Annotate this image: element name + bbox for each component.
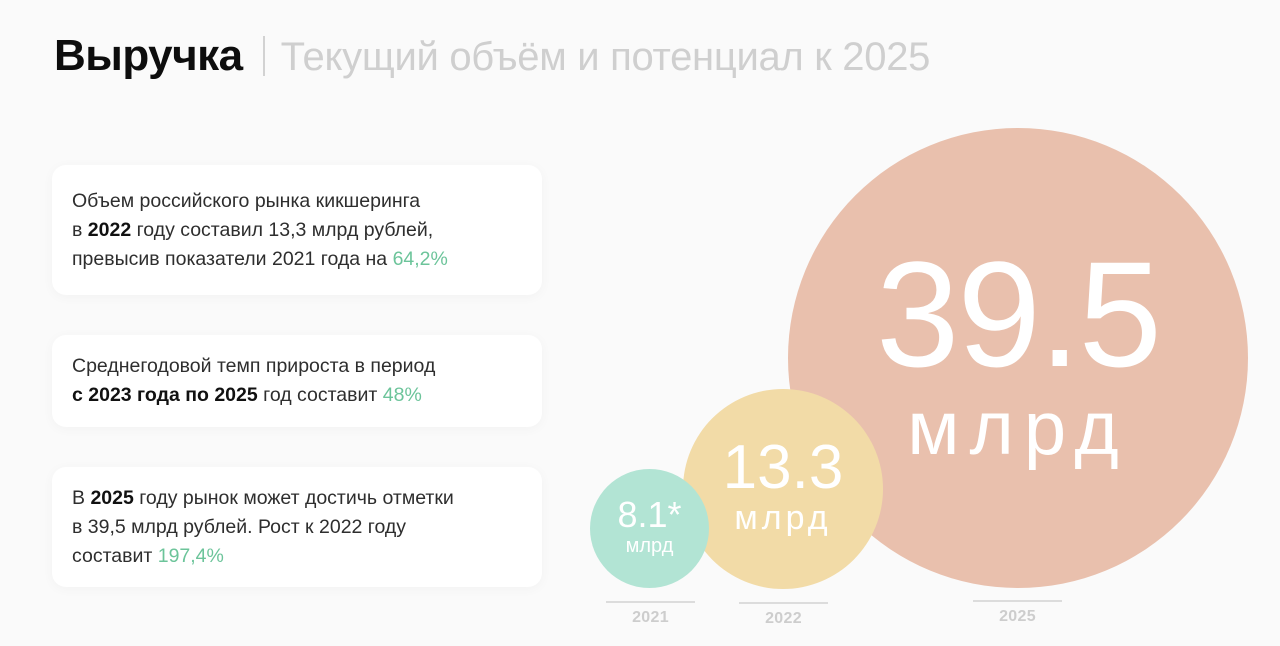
baseline-rule	[973, 600, 1062, 602]
page-subtitle: Текущий объём и потенциал к 2025	[280, 35, 931, 79]
card-text-fragment: году составил 13,3 млрд рублей,	[131, 218, 434, 241]
card-text: Среднегодовой темп прироста в период с 2…	[72, 352, 435, 410]
year-text: 2022	[765, 610, 802, 627]
card-bold-period: с 2023 года по 2025	[72, 384, 258, 406]
growth-percent: 64,2%	[392, 247, 448, 270]
bubble-unit: млрд	[907, 386, 1129, 471]
card-text-fragment: в	[72, 218, 88, 241]
card-text: В 2025 году рынок может достичь отметки …	[72, 484, 454, 571]
baseline-rule	[606, 601, 695, 603]
bubble-2022: 13.3 млрд	[683, 389, 883, 589]
card-text-line: превысив показатели 2021 года на	[72, 247, 393, 270]
card-text-fragment: год составит	[257, 384, 383, 406]
bubble-2021: 8.1* млрд	[590, 469, 709, 588]
card-bold-year: 2022	[87, 218, 132, 241]
year-label-2021: 2021	[606, 601, 695, 627]
year-label-2022: 2022	[739, 602, 828, 628]
page-title: Выручка	[54, 31, 243, 80]
info-card-market-2022: Объем российского рынка кикшеринга в 202…	[52, 165, 542, 295]
bubble-unit: млрд	[625, 535, 674, 557]
info-card-forecast-2025: В 2025 году рынок может достичь отметки …	[52, 467, 542, 587]
bubble-value: 13.3	[722, 433, 844, 502]
bubble-value: 39.5	[876, 230, 1162, 398]
cagr-percent: 48%	[382, 384, 422, 406]
card-text-fragment: В	[72, 486, 91, 509]
card-text-line: в 39,5 млрд рублей. Рост к 2022 году	[72, 515, 407, 538]
year-text: 2025	[999, 608, 1036, 625]
card-text-line: Среднегодовой темп прироста в период	[72, 355, 436, 377]
page-header: Выручка Текущий объём и потенциал к 2025	[54, 30, 930, 81]
growth-percent: 197,4%	[157, 544, 224, 567]
card-bold-year: 2025	[90, 486, 134, 509]
card-text: Объем российского рынка кикшеринга в 202…	[72, 187, 448, 274]
bubble-value: 8.1*	[617, 494, 682, 535]
card-text-line: составит	[72, 544, 158, 567]
card-text-fragment: году рынок может достичь отметки	[133, 486, 454, 509]
info-card-cagr: Среднегодовой темп прироста в период с 2…	[52, 335, 542, 427]
year-label-2025: 2025	[973, 600, 1062, 626]
card-text-line: Объем российского рынка кикшеринга	[72, 189, 421, 212]
baseline-rule	[739, 602, 828, 604]
year-text: 2021	[632, 609, 669, 626]
bubble-unit: млрд	[734, 499, 832, 537]
title-divider	[262, 36, 265, 76]
